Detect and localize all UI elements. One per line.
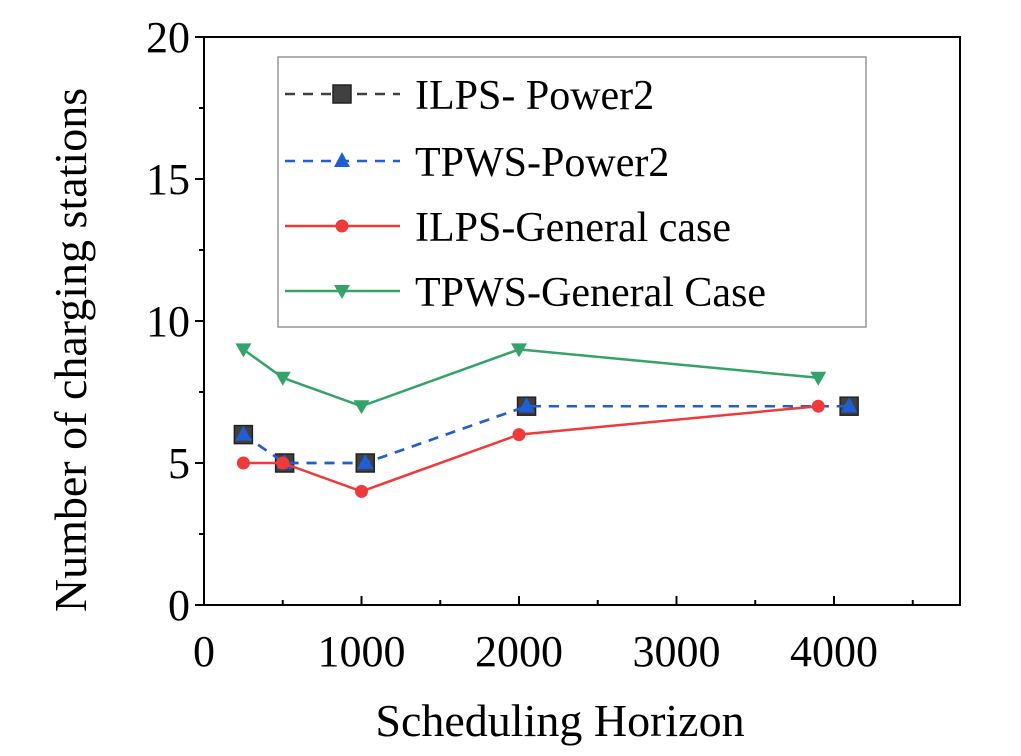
data-point [276,456,290,470]
series-line [242,404,850,465]
y-tick-label: 5 [168,439,190,488]
data-point [357,454,374,469]
series-4 [235,343,827,415]
legend-swatch-marker [334,152,350,167]
x-axis-title: Scheduling Horizon [375,695,744,746]
data-point [841,397,858,413]
legend-swatch-marker [332,84,352,104]
x-tick-label: 1000 [318,627,406,676]
data-point [236,456,250,470]
data-point [274,371,291,386]
legend: ILPS- Power2 TPWS-Power2 ILPS-General case… [277,56,867,328]
y-tick-label: 20 [146,13,190,62]
legend-label: ILPS-General case [415,205,731,251]
y-axis-title: Number of charging stations [45,88,96,612]
axes-layer: 0 1000 2000 3000 4000 0 5 10 15 20 [146,13,914,676]
series-layer [233,343,859,498]
legend-swatch-marker [334,285,350,299]
data-point [512,428,526,442]
data-point [511,343,527,358]
y-tick-label: 10 [146,297,190,346]
legend-swatch-marker [335,219,349,233]
legend-box [277,56,867,328]
series-1 [233,396,859,473]
data-point [235,425,252,441]
x-tick-label: 0 [193,627,215,676]
data-point [810,371,827,386]
legend-label: ILPS- Power2 [415,73,654,119]
x-tick-label: 4000 [790,627,878,676]
data-point [235,343,252,358]
data-point [353,400,370,415]
data-point [811,399,825,413]
series-3 [236,399,825,498]
data-point [518,397,535,413]
x-tick-label: 2000 [475,627,563,676]
series-line [243,404,819,493]
data-point [355,484,368,498]
y-tick-label: 15 [146,155,190,204]
x-tick-label: 3000 [633,627,721,676]
legend-label: TPWS-General Case [415,270,766,316]
y-tick-label: 0 [168,581,190,630]
series-line [242,404,850,465]
legend-label: TPWS-Power2 [415,140,669,186]
